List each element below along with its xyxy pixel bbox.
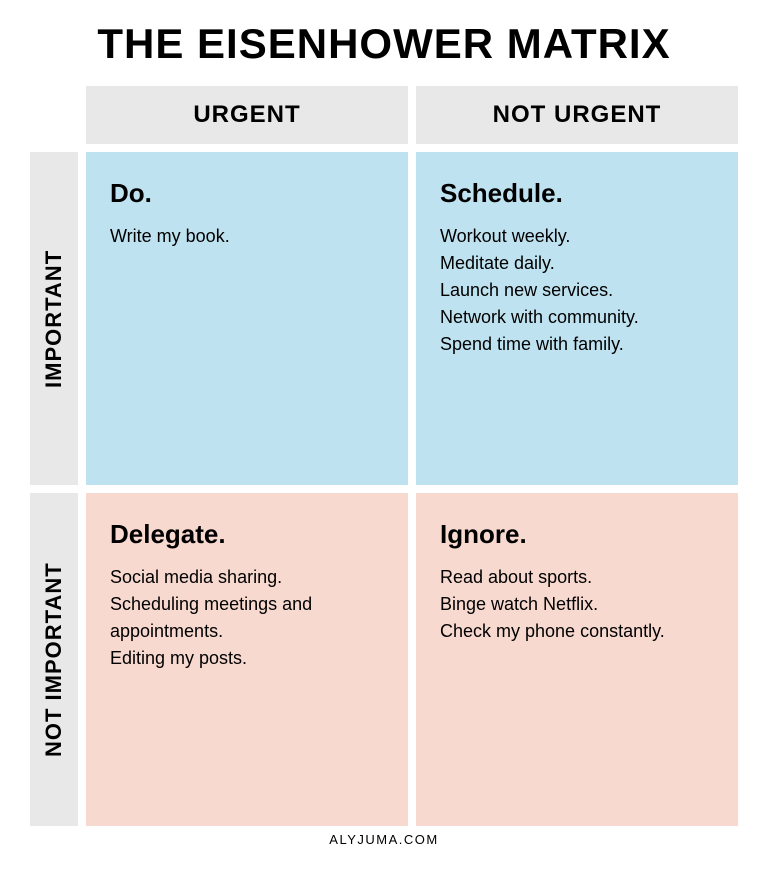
quadrant-item: Network with community. [440,304,714,331]
quadrant-item: Write my book. [110,223,384,250]
quadrant-items: Read about sports.Binge watch Netflix.Ch… [440,564,714,645]
quadrant-item: Launch new services. [440,277,714,304]
quadrant-heading: Schedule. [440,178,714,209]
quadrant-items: Social media sharing.Scheduling meetings… [110,564,384,672]
row-header-important: IMPORTANT [30,152,78,485]
quadrant-item: Read about sports. [440,564,714,591]
footer-credit: ALYJUMA.COM [30,832,738,847]
quadrant-item: Social media sharing. [110,564,384,591]
eisenhower-matrix: URGENT NOT URGENT IMPORTANT Do. Write my… [30,86,738,826]
quadrant-items: Write my book. [110,223,384,250]
column-header-urgent: URGENT [86,86,408,144]
quadrant-item: Spend time with family. [440,331,714,358]
quadrant-item: Binge watch Netflix. [440,591,714,618]
quadrant-heading: Delegate. [110,519,384,550]
quadrant-ignore: Ignore. Read about sports.Binge watch Ne… [416,493,738,826]
quadrant-item: Check my phone constantly. [440,618,714,645]
quadrant-item: Editing my posts. [110,645,384,672]
quadrant-heading: Do. [110,178,384,209]
page-title: THE EISENHOWER MATRIX [30,20,738,68]
quadrant-delegate: Delegate. Social media sharing.Schedulin… [86,493,408,826]
quadrant-item: Meditate daily. [440,250,714,277]
column-header-not-urgent: NOT URGENT [416,86,738,144]
quadrant-do: Do. Write my book. [86,152,408,485]
quadrant-heading: Ignore. [440,519,714,550]
quadrant-item: Workout weekly. [440,223,714,250]
row-header-not-important: NOT IMPORTANT [30,493,78,826]
quadrant-item: Scheduling meetings and appointments. [110,591,384,645]
grid-corner [30,86,78,144]
quadrant-items: Workout weekly.Meditate daily.Launch new… [440,223,714,358]
quadrant-schedule: Schedule. Workout weekly.Meditate daily.… [416,152,738,485]
